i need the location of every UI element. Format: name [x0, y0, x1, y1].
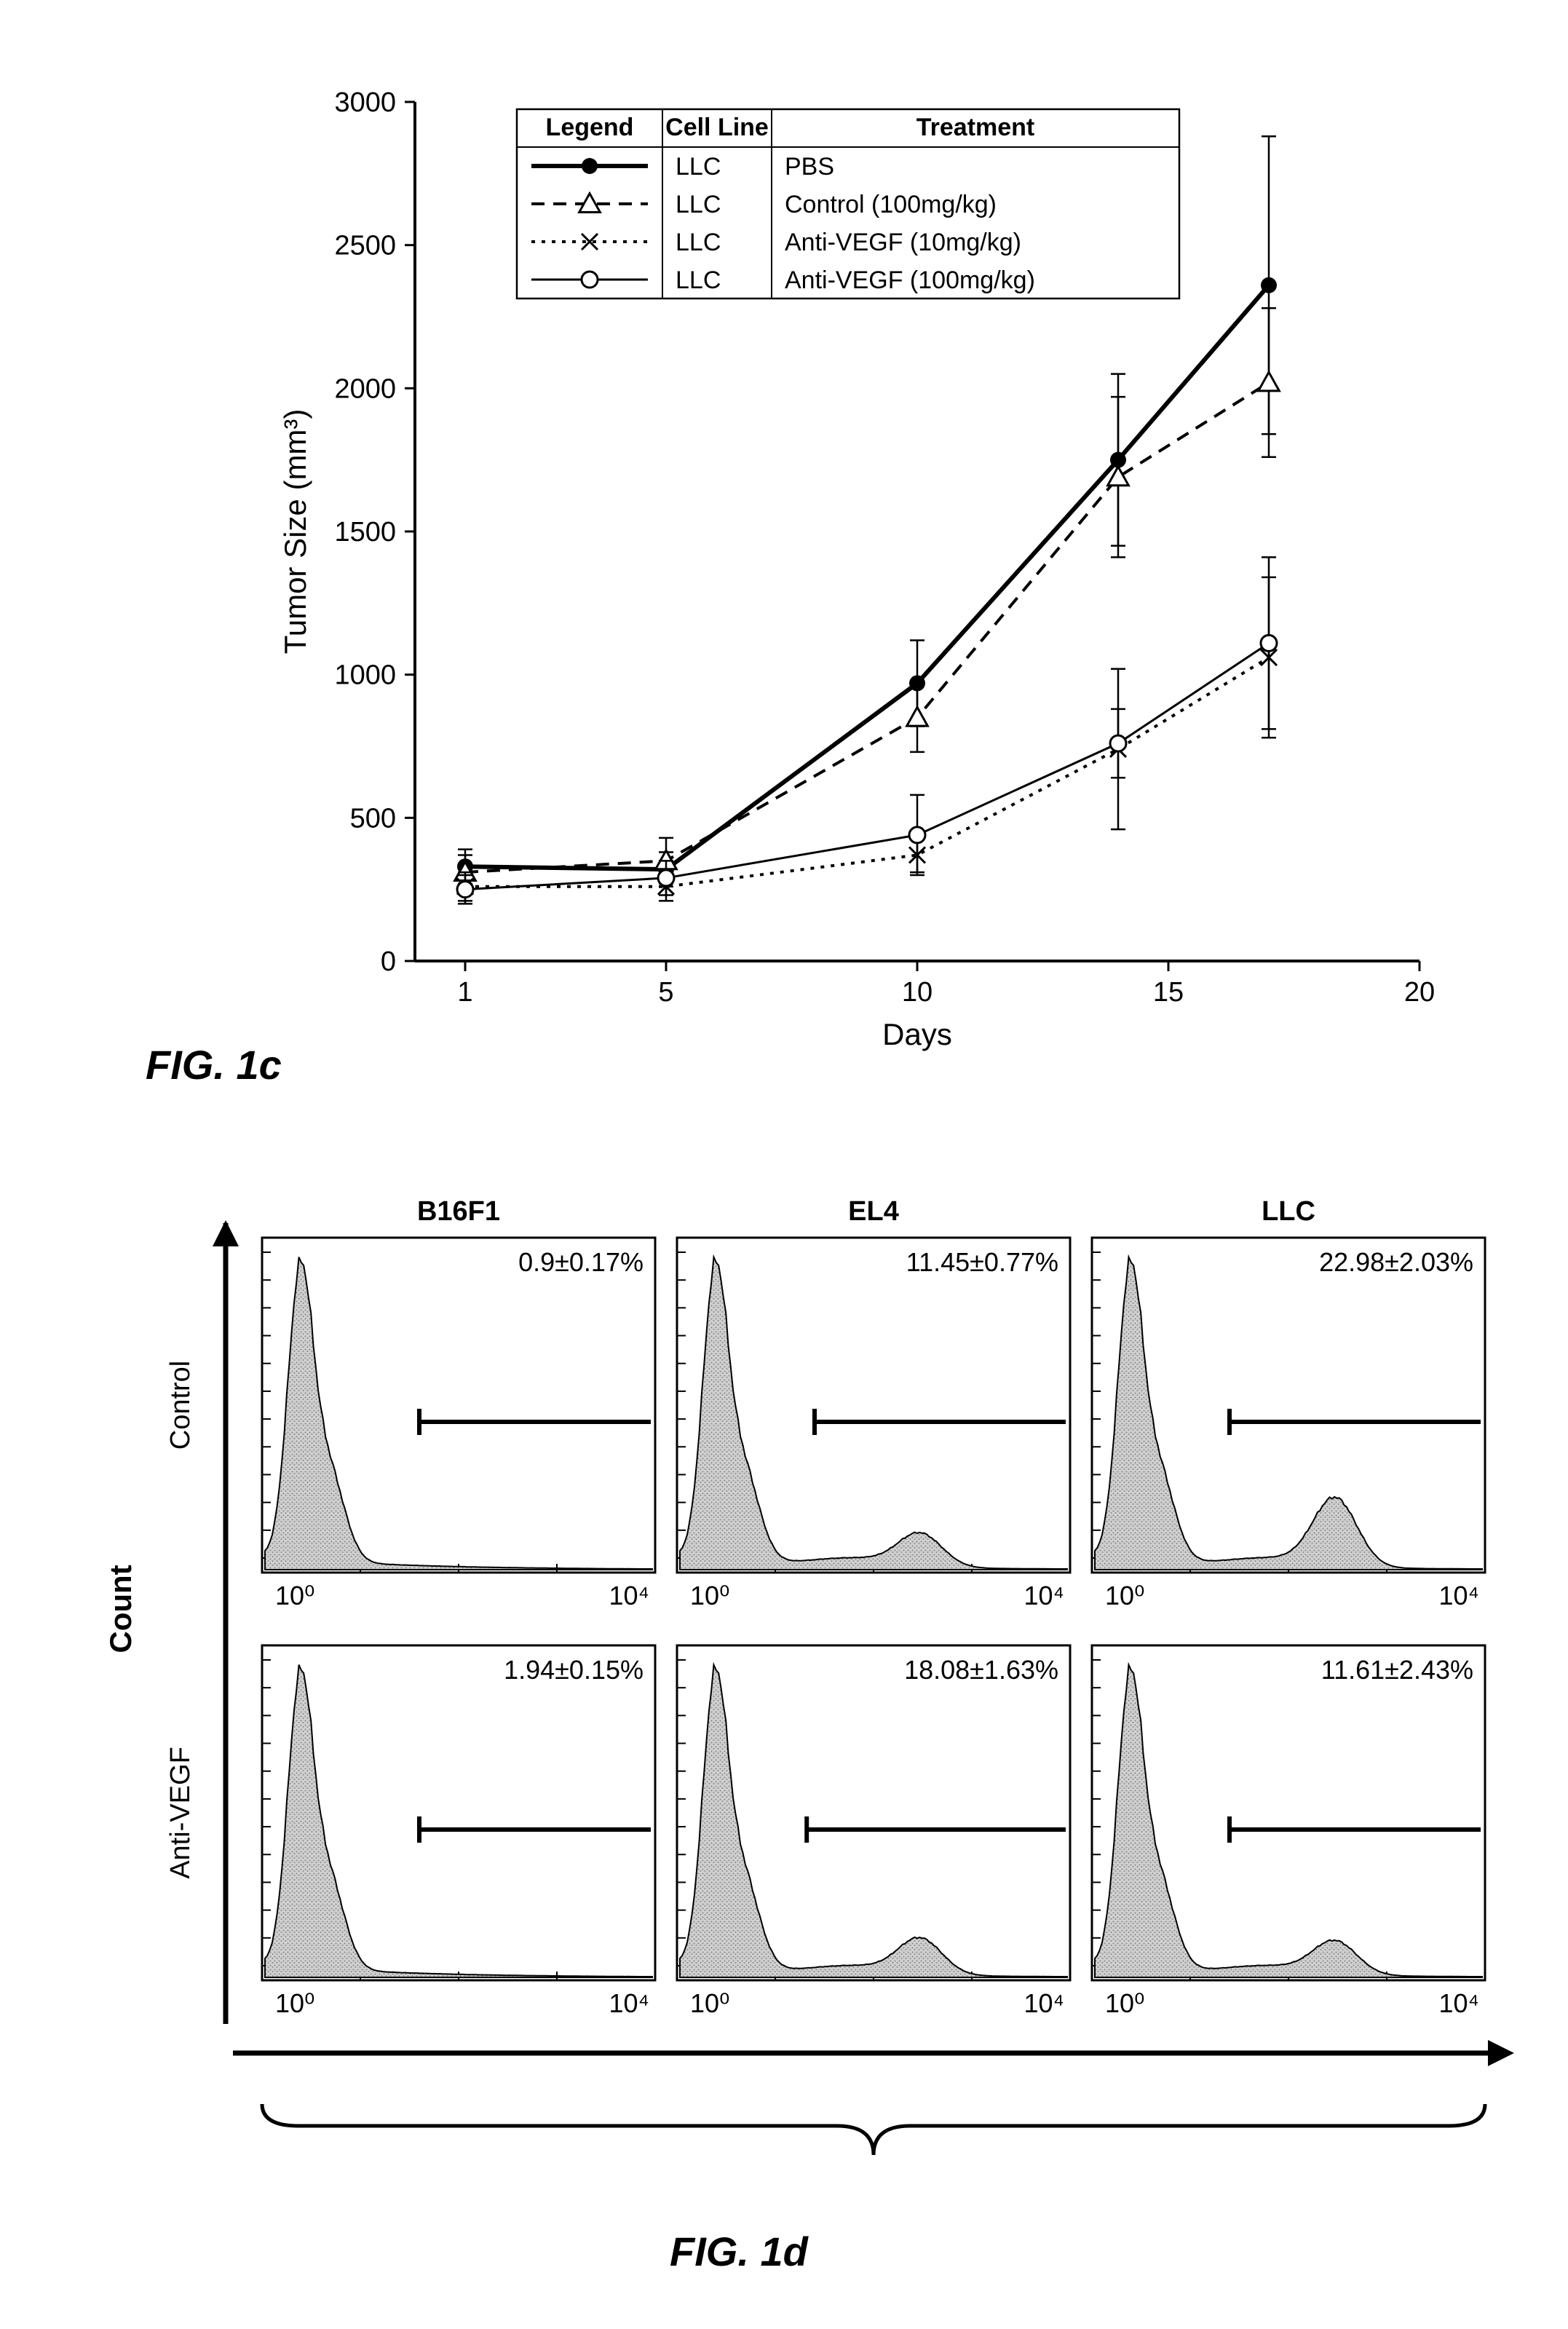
svg-text:11.45±0.77%: 11.45±0.77% — [906, 1247, 1058, 1277]
svg-text:LLC: LLC — [676, 266, 721, 294]
svg-text:1500: 1500 — [334, 517, 396, 547]
svg-text:10⁴: 10⁴ — [1023, 1988, 1064, 2018]
svg-text:Cell Line: Cell Line — [665, 114, 769, 141]
svg-text:10⁴: 10⁴ — [1438, 1988, 1479, 2018]
svg-text:10⁰: 10⁰ — [1105, 1988, 1144, 2018]
svg-text:Treatment: Treatment — [916, 114, 1035, 141]
svg-text:10⁴: 10⁴ — [1023, 1581, 1064, 1610]
svg-text:LLC: LLC — [1262, 1196, 1315, 1227]
svg-text:15: 15 — [1153, 977, 1184, 1008]
svg-text:3000: 3000 — [334, 87, 396, 118]
svg-text:10⁴: 10⁴ — [1438, 1581, 1479, 1610]
fig1d-label: FIG. 1d — [670, 2228, 808, 2275]
fig1c-chart: 05001000150020002500300015101520DaysTumo… — [262, 58, 1500, 1077]
svg-text:Control (100mg/kg): Control (100mg/kg) — [785, 191, 997, 218]
svg-text:10⁰: 10⁰ — [1105, 1581, 1144, 1610]
svg-text:Days: Days — [882, 1017, 952, 1051]
svg-text:18.08±1.63%: 18.08±1.63% — [904, 1655, 1058, 1685]
svg-text:Count: Count — [103, 1565, 138, 1653]
svg-text:EL4: EL4 — [848, 1196, 899, 1227]
svg-text:10⁴: 10⁴ — [609, 1988, 649, 2018]
svg-text:10⁰: 10⁰ — [275, 1988, 314, 2018]
svg-text:LLC: LLC — [676, 191, 721, 218]
svg-text:0.9±0.17%: 0.9±0.17% — [518, 1247, 644, 1277]
svg-text:1.94±0.15%: 1.94±0.15% — [504, 1655, 644, 1685]
fig1d-chart: Count Control Anti-VEGF B16F1 EL4 LLC 0.9±0.17… — [73, 1165, 1529, 2257]
svg-text:11.61±2.43%: 11.61±2.43% — [1321, 1655, 1473, 1685]
svg-text:LLC: LLC — [676, 229, 721, 256]
svg-text:22.98±2.03%: 22.98±2.03% — [1319, 1247, 1473, 1277]
fig1c-label: FIG. 1c — [146, 1041, 282, 1088]
svg-text:B16F1: B16F1 — [417, 1196, 500, 1227]
svg-text:0: 0 — [381, 946, 396, 977]
svg-text:2000: 2000 — [334, 373, 396, 404]
svg-text:10: 10 — [902, 977, 933, 1008]
svg-text:500: 500 — [350, 803, 396, 834]
svg-text:Control: Control — [165, 1361, 196, 1450]
svg-text:Anti-VEGF (10mg/kg): Anti-VEGF (10mg/kg) — [785, 229, 1021, 256]
svg-text:5: 5 — [658, 977, 673, 1008]
svg-text:10⁴: 10⁴ — [609, 1581, 649, 1610]
svg-text:Anti-VEGF (100mg/kg): Anti-VEGF (100mg/kg) — [785, 266, 1035, 294]
svg-text:10⁰: 10⁰ — [690, 1581, 729, 1610]
svg-text:20: 20 — [1404, 977, 1435, 1008]
svg-text:Legend: Legend — [546, 114, 634, 141]
svg-text:10⁰: 10⁰ — [690, 1988, 729, 2018]
svg-text:1: 1 — [457, 977, 472, 1008]
svg-text:Tumor Size (mm³): Tumor Size (mm³) — [278, 409, 312, 655]
svg-text:10⁰: 10⁰ — [275, 1581, 314, 1610]
svg-text:PBS: PBS — [785, 153, 834, 181]
svg-text:LLC: LLC — [676, 153, 721, 181]
svg-text:1000: 1000 — [334, 660, 396, 691]
svg-text:2500: 2500 — [334, 231, 396, 261]
svg-text:Anti-VEGF: Anti-VEGF — [165, 1747, 196, 1879]
